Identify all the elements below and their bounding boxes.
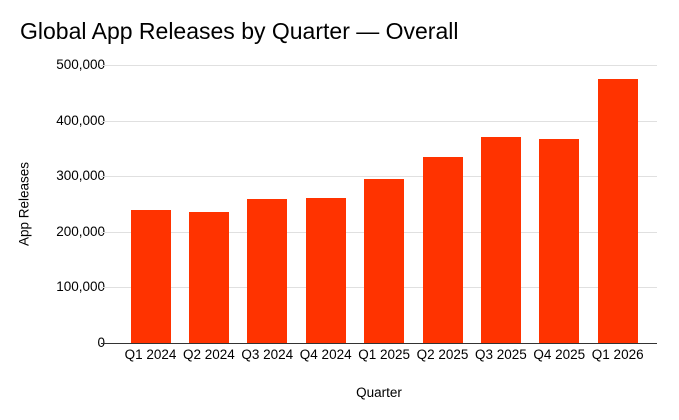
bar-q3-2025 xyxy=(480,136,521,343)
x-tick-label: Q1 2024 xyxy=(124,347,177,362)
x-axis-tick-labels: Q1 2024 Q2 2024 Q3 2024 Q4 2024 Q1 2025 Q2 20… xyxy=(101,347,657,365)
y-tick-label: 100,000 xyxy=(56,279,105,295)
bar-q2-2024 xyxy=(188,211,229,343)
x-tick-label: Q4 2024 xyxy=(299,347,352,362)
y-tick-label: 200,000 xyxy=(56,223,105,239)
bar-q1-2026 xyxy=(597,79,638,343)
bar-q1-2024 xyxy=(130,209,171,343)
bar-q2-2025 xyxy=(422,156,463,343)
y-axis-tick-labels: 0 100,000 200,000 300,000 400,000 500,000 xyxy=(10,0,105,420)
gridline xyxy=(101,120,657,122)
bar-q4-2024 xyxy=(305,197,346,343)
x-tick-label: Q3 2024 xyxy=(241,347,294,362)
y-tick-label: 400,000 xyxy=(56,112,105,128)
bar-q3-2024 xyxy=(247,199,288,343)
plot-area xyxy=(101,65,657,344)
x-tick-label: Q4 2025 xyxy=(533,347,586,362)
x-tick-label: Q2 2025 xyxy=(416,347,469,362)
x-tick-label: Q3 2025 xyxy=(474,347,527,362)
x-tick-label: Q1 2026 xyxy=(591,347,644,362)
bar-q4-2025 xyxy=(539,138,580,343)
bar-q1-2025 xyxy=(364,178,405,343)
chart-title: Global App Releases by Quarter — Overall xyxy=(20,18,459,44)
y-tick-label: 300,000 xyxy=(56,168,105,184)
x-tick-label: Q1 2025 xyxy=(358,347,410,362)
gridline xyxy=(101,176,657,178)
gridline xyxy=(101,65,657,66)
x-axis-title: Quarter xyxy=(356,385,402,400)
y-tick-label: 500,000 xyxy=(56,57,105,72)
x-tick-label: Q2 2024 xyxy=(182,347,235,362)
y-tick-label: 0 xyxy=(97,335,105,350)
